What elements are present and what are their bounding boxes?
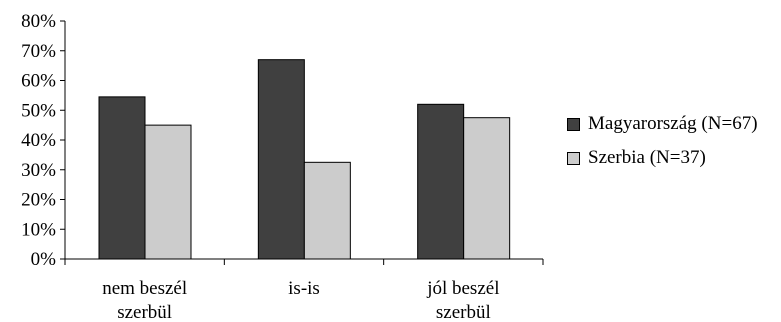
y-tick-label: 70% (21, 41, 56, 62)
legend-item-series-2: Szerbia (N=37) (567, 146, 758, 170)
x-tick-label: nem beszél szerbül (102, 278, 187, 322)
bar-series-1-category-3 (417, 103, 465, 260)
y-tick-labels: 0% 10% 20% 30% 40% 50% 60% 70% 80% (21, 11, 56, 270)
bars-group (98, 59, 511, 260)
y-tick-label: 50% (21, 100, 56, 121)
y-tick-label: 10% (21, 219, 56, 240)
bar-series-2-category-2 (303, 161, 351, 260)
y-tick-label: 60% (21, 71, 56, 92)
bar-series-2-category-1 (144, 124, 192, 260)
legend-swatch-series-2 (567, 151, 580, 165)
axes-group (60, 20, 544, 265)
y-tick-label: 20% (21, 190, 56, 211)
legend-label-series-2: Szerbia (N=37) (588, 147, 706, 168)
bar-series-1-category-1 (98, 96, 146, 260)
legend-item-series-1: Magyarország (N=67) (567, 112, 758, 136)
legend: Magyarország (N=67) Szerbia (N=37) (567, 112, 758, 180)
bar-series-2-category-3 (463, 117, 511, 260)
x-tick-labels: nem beszél szerbül is-is jól beszél szerbül (102, 278, 499, 322)
y-tick-label: 80% (21, 11, 56, 32)
bar-series-1-category-2 (257, 59, 305, 260)
x-tick-label: jól beszél szerbül (426, 278, 499, 322)
y-tick-label: 30% (21, 160, 56, 181)
legend-label-series-1: Magyarország (N=67) (588, 113, 758, 134)
x-tick-label: is-is (288, 278, 320, 299)
legend-swatch-series-1 (567, 117, 580, 131)
y-tick-label: 0% (31, 249, 57, 270)
y-tick-label: 40% (21, 130, 56, 151)
